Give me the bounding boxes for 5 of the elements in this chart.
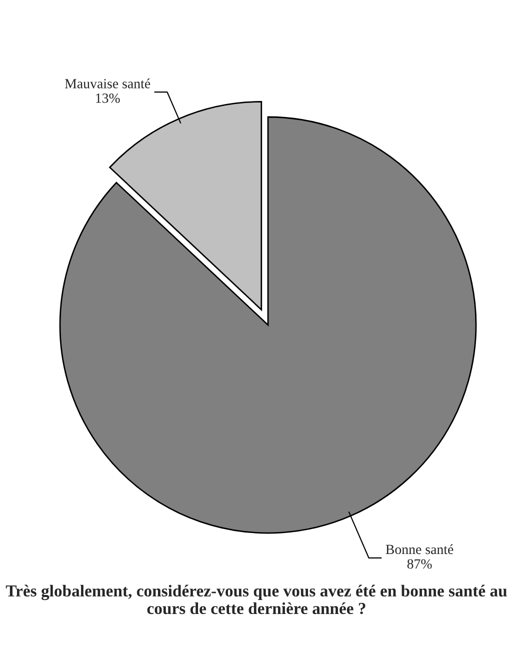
data-label: 13% — [96, 93, 120, 103]
slice-label: Mauvaise santé — [64, 78, 150, 88]
text: Très globalement, considérez-vous que vous avez été en bonne santé au cours de cette dernière année ? — [6, 584, 507, 614]
data-label: 87% — [407, 559, 432, 569]
slice-label: Bonne santé — [386, 544, 454, 554]
